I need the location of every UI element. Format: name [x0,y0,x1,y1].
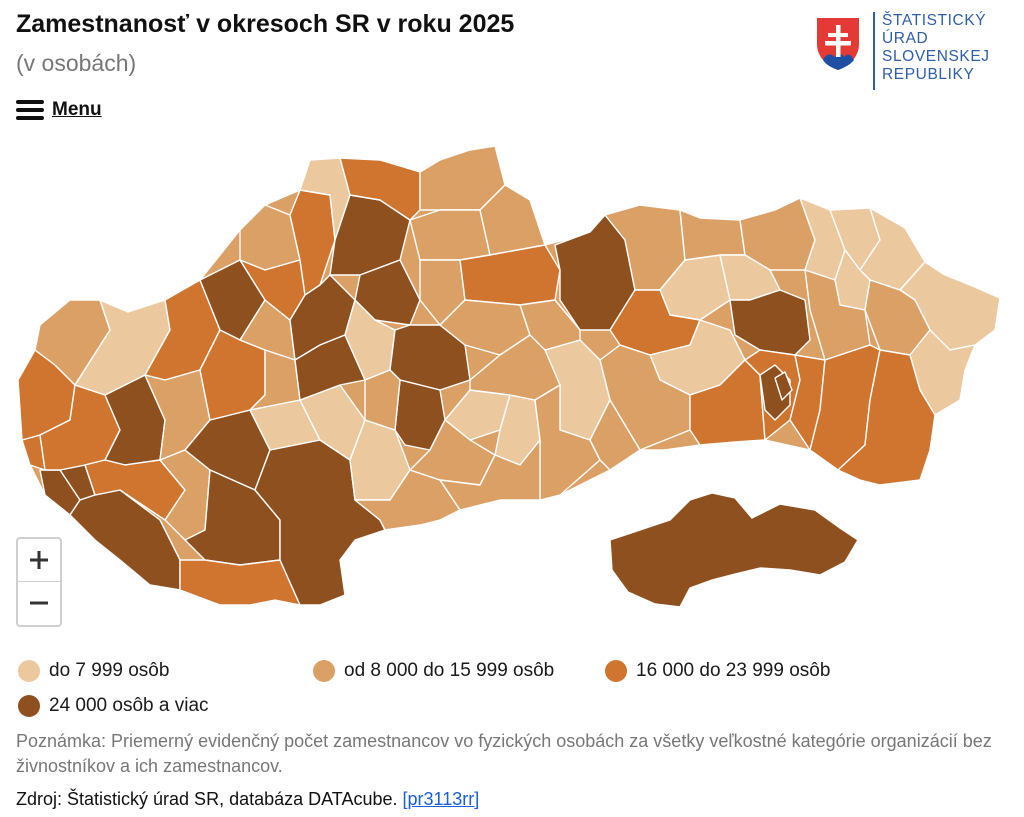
legend-item[interactable]: od 8 000 do 15 999 osôb [313,660,554,682]
district[interactable] [679,209,746,261]
legend-label: do 7 999 osôb [49,660,170,681]
logo-line-3: SLOVENSKEJ [882,48,990,65]
district[interactable] [837,349,936,486]
district[interactable] [439,439,541,511]
footnote: Poznámka: Priemerný evidenčný počet zame… [16,731,992,776]
legend-swatch [605,660,627,682]
map-legend: do 7 999 osôb od 8 000 do 15 999 osôb 16… [18,660,1018,724]
page-subtitle: (v osobách) [16,50,137,76]
district[interactable] [479,184,546,256]
zoom-in-button[interactable] [18,539,60,581]
legend-swatch [18,660,40,682]
legend-item[interactable]: 16 000 do 23 999 osôb [605,660,830,682]
logo-line-4: REPUBLIKY [882,66,975,83]
hamburger-icon [16,100,44,120]
logo-divider [873,12,875,90]
minus-icon [30,601,48,605]
district[interactable] [354,469,461,531]
district[interactable] [589,399,641,471]
logo-line-2: ÚRAD [882,30,929,47]
logo-text: ŠTATISTICKÝ ÚRAD SLOVENSKEJ REPUBLIKY [882,12,990,84]
legend-item[interactable]: 24 000 osôb a viac [18,695,209,717]
district[interactable] [364,369,401,431]
legend-swatch [18,695,40,717]
coat-of-arms-icon [817,18,859,70]
logo-line-1: ŠTATISTICKÝ [882,12,987,29]
district[interactable] [804,269,871,361]
district[interactable] [519,299,581,351]
statistical-office-logo[interactable]: ŠTATISTICKÝ ÚRAD SLOVENSKEJ REPUBLIKY [815,12,1015,92]
menu-label: Menu [52,99,102,120]
plus-icon [30,551,48,569]
page-title: Zamestnanosť v okresoch SR v roku 2025 [16,10,515,38]
menu-button[interactable]: Menu [16,99,102,121]
legend-swatch [313,660,335,682]
district[interactable] [774,371,793,401]
district[interactable] [609,492,859,608]
zoom-out-button[interactable] [18,581,60,624]
source-line: Zdroj: Štatistický úrad SR, databáza DAT… [16,789,479,810]
district[interactable] [409,209,491,261]
district[interactable] [179,559,301,606]
district[interactable] [249,349,301,411]
slovakia-district-map[interactable] [0,135,1024,615]
legend-label: 24 000 osôb a viac [49,695,209,716]
zoom-control [16,537,62,627]
legend-label: od 8 000 do 15 999 osôb [344,660,555,681]
legend-label: 16 000 do 23 999 osôb [636,660,831,681]
source-text: Zdroj: Štatistický úrad SR, databáza DAT… [16,789,398,809]
legend-item[interactable]: do 7 999 osôb [18,660,169,682]
source-link[interactable]: [pr3113rr] [402,789,480,809]
district[interactable] [339,157,421,221]
district[interactable] [729,289,811,356]
